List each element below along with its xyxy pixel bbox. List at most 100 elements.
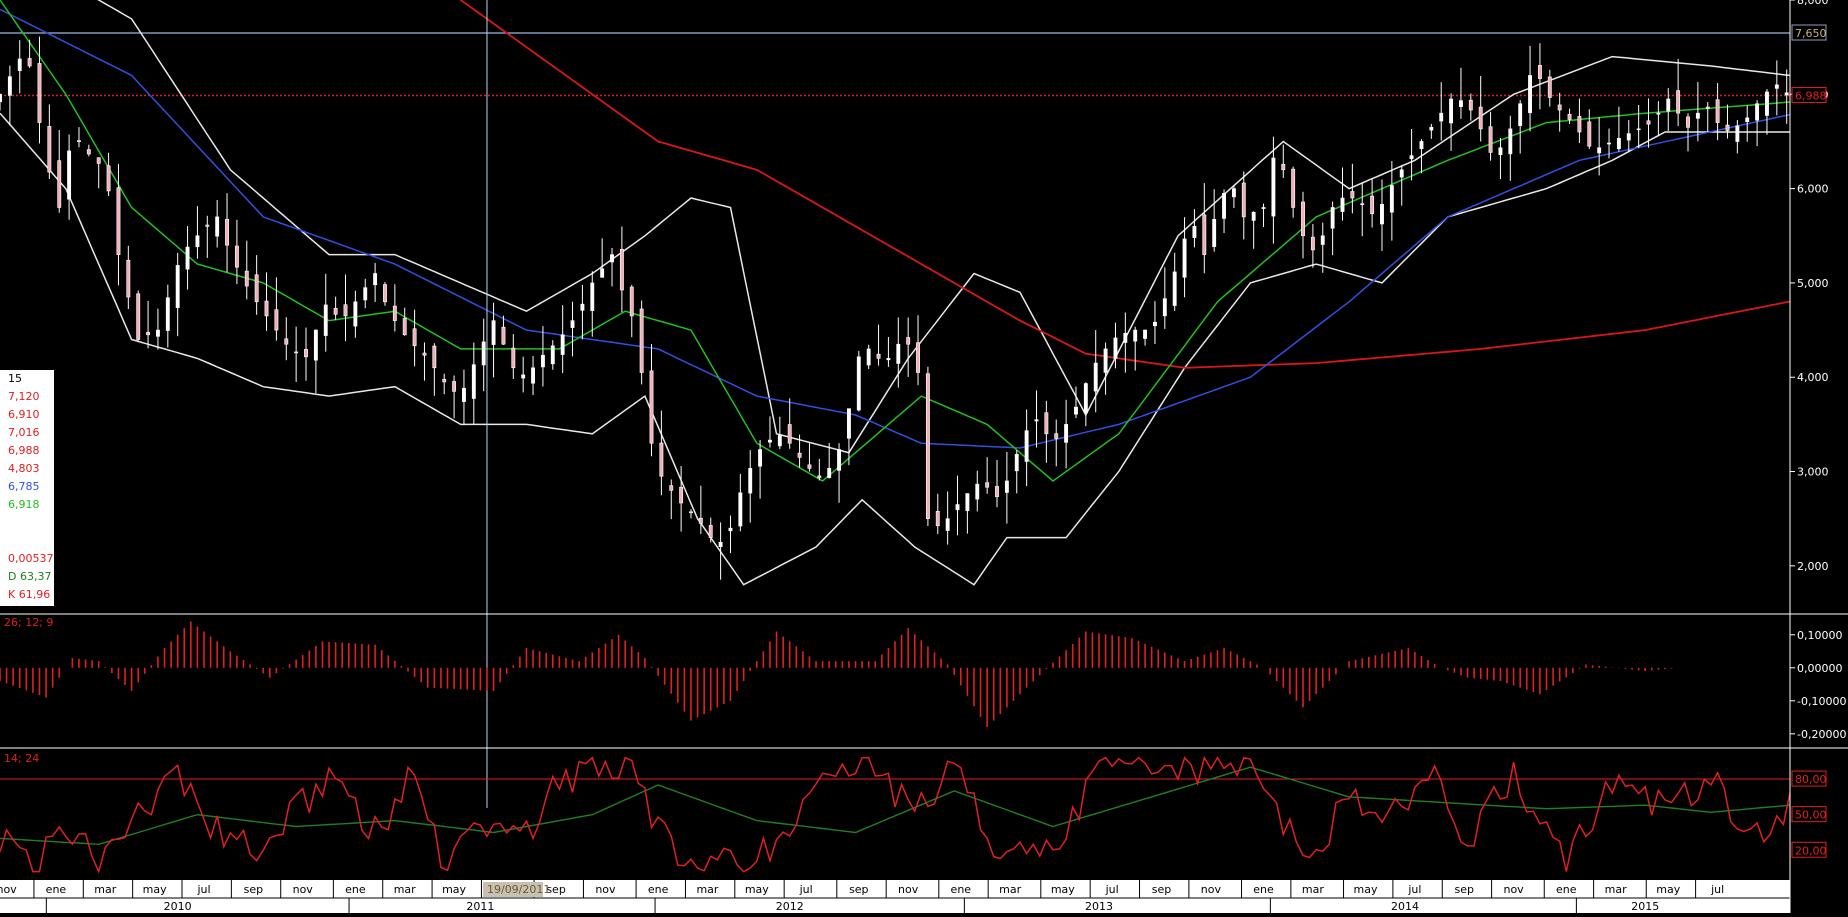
candle-body — [106, 165, 111, 192]
candle-body — [471, 364, 476, 399]
month-label: sep — [1455, 883, 1474, 896]
candle-body — [373, 273, 378, 286]
month-label: mar — [1302, 883, 1324, 896]
candle-body — [817, 475, 822, 479]
candle-body — [1577, 116, 1582, 133]
candle-body — [570, 320, 575, 328]
candle-body — [126, 259, 131, 298]
candle-body — [1468, 99, 1473, 111]
candle-body — [659, 442, 664, 477]
candle-body — [1646, 120, 1651, 125]
candle-body — [1755, 103, 1760, 121]
candle-body — [886, 358, 891, 361]
candle-body — [1231, 188, 1236, 198]
y-tick-label: 0,00000 — [1797, 662, 1843, 675]
candle-body — [768, 439, 772, 443]
candle-body — [1281, 163, 1286, 171]
candle-body — [758, 449, 763, 467]
month-label: sep — [1152, 883, 1171, 896]
candle-body — [1409, 155, 1414, 160]
candle-body — [1192, 226, 1197, 238]
candle-body — [748, 468, 753, 494]
candle-body — [1271, 157, 1276, 217]
candle-body — [225, 218, 229, 246]
candle-body — [689, 511, 693, 514]
macd-label: 26; 12; 9 — [4, 616, 53, 629]
candle-body — [827, 468, 832, 478]
candle-body — [313, 329, 318, 361]
month-label: jul — [1710, 883, 1724, 896]
candle-body — [7, 76, 12, 96]
candle-body — [1153, 321, 1157, 327]
year-label: 2011 — [466, 900, 494, 913]
candle-body — [353, 301, 358, 327]
legend-row: K 61,96 — [8, 588, 51, 601]
year-label: 2014 — [1391, 900, 1419, 913]
candle-body — [846, 408, 851, 439]
month-label: sep — [546, 883, 565, 896]
candle-body — [560, 334, 565, 355]
y-tick-label: 8,000 — [1797, 0, 1829, 7]
candle-body — [1528, 75, 1532, 114]
candle-body — [1725, 124, 1730, 131]
candle-body — [1004, 480, 1009, 493]
candle-body — [284, 338, 289, 345]
candle-body — [1705, 106, 1710, 109]
candle-body — [155, 329, 160, 337]
candle-body — [1310, 236, 1315, 251]
candle-body — [146, 331, 151, 336]
candle-body — [47, 126, 52, 173]
candle-body — [590, 282, 595, 311]
candle-body — [1597, 147, 1602, 154]
candle-body — [925, 373, 930, 519]
candle-body — [323, 304, 328, 336]
candle-body — [679, 486, 684, 504]
candle-body — [67, 150, 72, 200]
candle-body — [234, 245, 239, 268]
candle-body — [37, 63, 42, 123]
month-label: ene — [648, 883, 669, 896]
candle-body — [916, 342, 920, 373]
candle-body — [1064, 424, 1069, 443]
month-label: ene — [46, 883, 67, 896]
candle-body — [1399, 169, 1404, 178]
candle-body — [215, 216, 220, 237]
candle-body — [1044, 412, 1049, 435]
candle-body — [1024, 430, 1029, 462]
year-label: 2010 — [164, 900, 192, 913]
month-label: nov — [293, 883, 314, 896]
candle-body — [669, 485, 674, 491]
stochastic-k-line — [0, 755, 1791, 874]
candle-body — [481, 341, 486, 366]
candle-body — [876, 353, 881, 359]
candle-body — [787, 424, 792, 444]
legend-row: 6,910 — [8, 408, 40, 421]
macd-panel: 26; 12; 9 0,10000 0,00000 -0,10000 -0,20000 — [0, 613, 1848, 741]
stochastic-panel: 14; 24 80,00 50,00 20,00 — [0, 747, 1848, 874]
candle-body — [550, 345, 555, 365]
legend-row: 6,918 — [8, 498, 40, 511]
candle-body — [452, 381, 457, 392]
candle-body — [1054, 433, 1059, 439]
candle-body — [708, 525, 713, 538]
y-tick-box — [1791, 806, 1827, 823]
candle-body — [1547, 76, 1552, 98]
candle-body — [1014, 453, 1019, 472]
candle-body — [1636, 128, 1641, 131]
candle-body — [1330, 207, 1335, 229]
bollinger-lower-line — [0, 112, 1790, 586]
year-label: 2015 — [1631, 900, 1659, 913]
ma-short-line — [0, 0, 1791, 482]
candle-body — [1676, 90, 1681, 114]
level-label-box — [1791, 24, 1827, 41]
candle-body — [1340, 197, 1345, 212]
candle-body — [343, 304, 348, 317]
candle-body — [1508, 128, 1513, 155]
candle-body — [718, 541, 723, 548]
candle-body — [0, 94, 2, 103]
candle-body — [402, 318, 407, 336]
stochastic-d-line — [0, 766, 1791, 846]
ma-medium-line — [0, 8, 1791, 449]
